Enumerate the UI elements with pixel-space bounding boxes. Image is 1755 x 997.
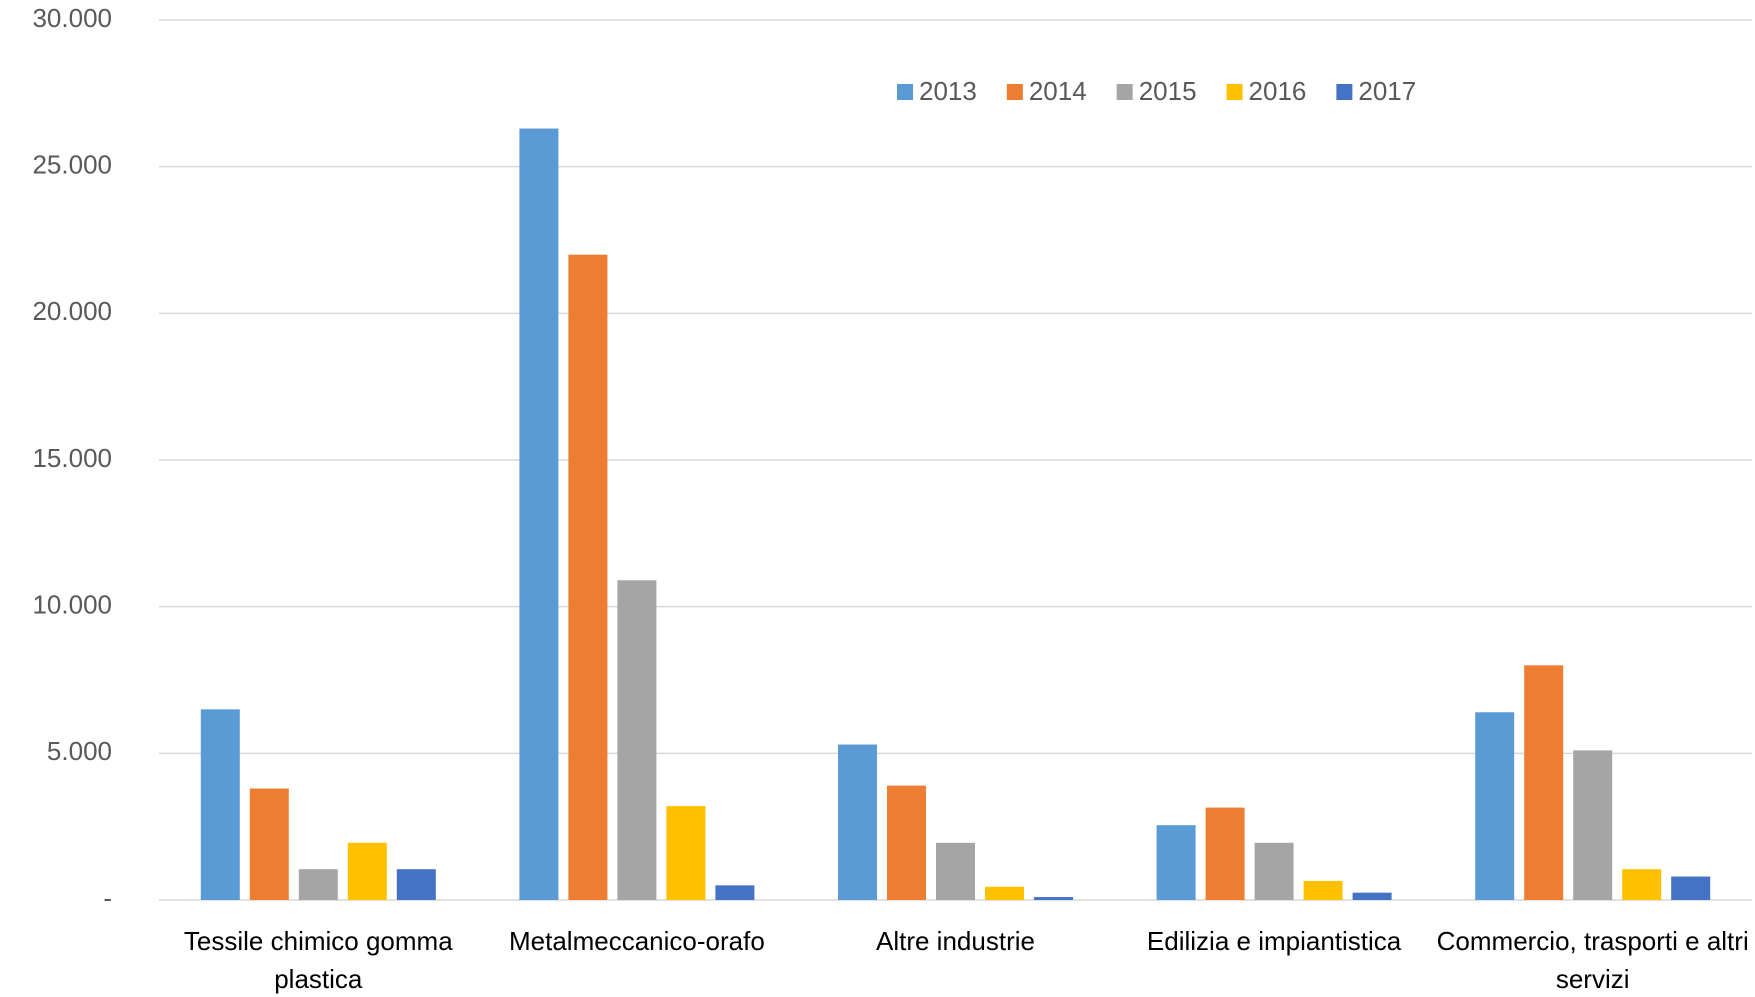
x-tick-label: Metalmeccanico-orafo (509, 926, 765, 956)
bar (347, 842, 387, 900)
bar (985, 886, 1024, 900)
bar (396, 869, 436, 900)
x-tick-label: Edilizia e impiantistica (1146, 926, 1402, 956)
y-tick-label: 5.000 (47, 736, 112, 766)
bar (200, 709, 240, 900)
legend-swatch (1006, 84, 1023, 100)
bar (519, 128, 559, 901)
bar (298, 869, 338, 900)
bar (838, 744, 877, 900)
bar (666, 806, 706, 900)
bar (715, 885, 755, 900)
legend-swatch (1116, 84, 1133, 100)
y-tick-label: - (103, 883, 112, 913)
legend-label: 2015 (1139, 76, 1197, 106)
bar (1352, 892, 1392, 900)
bar (1156, 825, 1196, 900)
x-tick-label: Altre industrie (876, 926, 1035, 956)
y-tick-label: 10.000 (32, 590, 112, 620)
bar (936, 842, 975, 900)
legend-swatch (1226, 84, 1243, 100)
bar (1573, 750, 1613, 900)
bar (887, 785, 926, 900)
bar (1034, 897, 1073, 900)
x-tick-label: Commercio, trasporti e altri servizi (1436, 926, 1749, 994)
legend-swatch (1336, 84, 1353, 100)
bar (249, 788, 289, 900)
bar (617, 580, 657, 900)
bar (1671, 876, 1711, 900)
bar (1205, 807, 1245, 900)
legend-label: 2016 (1249, 76, 1307, 106)
legend-label: 2014 (1029, 76, 1087, 106)
x-tick-label: Tessile chimico gomma plastica (183, 926, 453, 994)
bar (1524, 665, 1564, 900)
bar (1303, 880, 1343, 900)
legend-swatch (897, 84, 913, 100)
bar (1254, 842, 1294, 900)
legend-label: 2013 (919, 76, 977, 106)
bar (1622, 869, 1662, 900)
y-tick-label: 30.000 (32, 3, 112, 33)
y-tick-label: 20.000 (32, 296, 112, 326)
legend-label: 2017 (1358, 76, 1416, 106)
y-tick-label: 25.000 (32, 150, 112, 180)
bar (568, 254, 608, 900)
y-tick-label: 15.000 (32, 443, 112, 473)
bar (1475, 712, 1515, 900)
